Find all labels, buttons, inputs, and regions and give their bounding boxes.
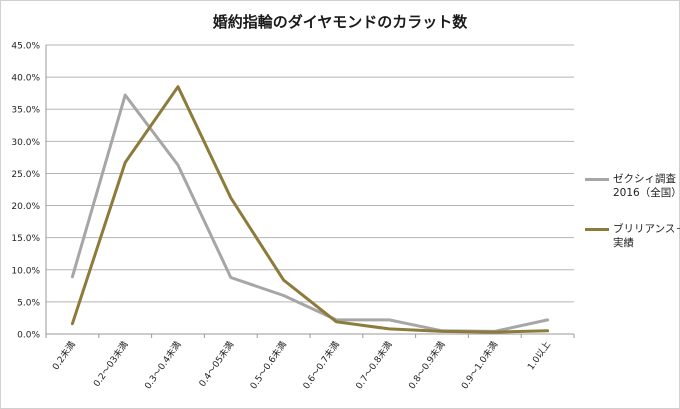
y-tick-label-9: 45.0% (11, 42, 40, 52)
y-tick-label-4: 20.0% (11, 202, 40, 212)
x-tick-label-5: 0.6～0.7未満 (300, 339, 342, 391)
y-tick-label-2: 10.0% (11, 266, 40, 276)
legend-label-brilliance-line2: 実績 (613, 237, 634, 249)
x-tick-label-3: 0.4～05未満 (196, 339, 236, 389)
x-tick-label-9: 1.0以上 (526, 339, 554, 372)
y-tick-label-5: 25.0% (11, 170, 40, 180)
legend-swatch-brilliance (585, 228, 609, 231)
chart-title: 婚約指輪のダイヤモンドのカラット数 (212, 13, 468, 31)
series-line-0 (70, 93, 550, 333)
x-tick-label-2: 0.3～0.4未満 (142, 339, 184, 391)
legend-label-zexy-line2: 2016（全国） (613, 187, 680, 199)
x-tick-label-7: 0.8～0.9未満 (406, 339, 448, 391)
x-tick-label-8: 0.9～1.0未満 (459, 339, 501, 391)
legend-swatch-zexy (585, 178, 609, 181)
legend-label-brilliance-line1: ブリリアンス＋ (613, 223, 680, 235)
legend-label-zexy-line1: ゼクシィ調査 (613, 173, 676, 185)
x-tick-label-0: 0.2未満 (49, 339, 77, 372)
x-tick-label-6: 0.7～0.8未満 (353, 339, 395, 391)
x-tick-label-4: 0.5～0.6未満 (247, 339, 289, 391)
y-tick-label-7: 35.0% (11, 106, 40, 116)
y-tick-label-0: 0.0% (17, 331, 40, 341)
y-tick-label-3: 15.0% (11, 234, 40, 244)
y-tick-label-6: 30.0% (11, 138, 40, 148)
y-tick-label-8: 40.0% (11, 74, 40, 84)
x-tick-label-1: 0.2～03未満 (91, 339, 131, 389)
y-tick-label-1: 5.0% (17, 298, 40, 308)
series-line-1 (70, 85, 550, 334)
